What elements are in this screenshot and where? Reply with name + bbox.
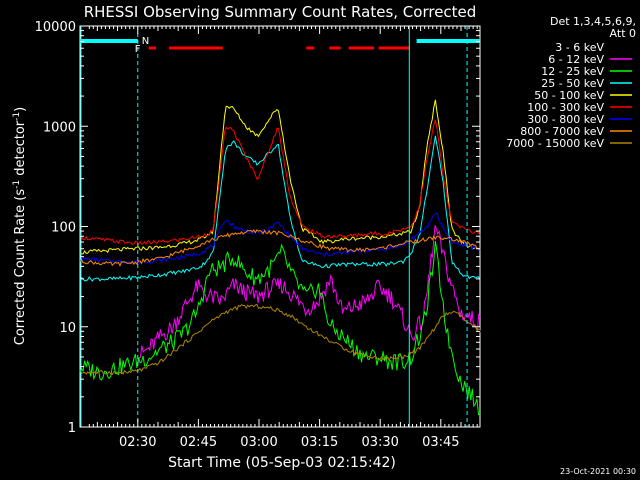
legend-header-1: Att 0 xyxy=(610,27,636,40)
legend-label-1: 6 - 12 keV xyxy=(548,53,604,66)
series-line-3 xyxy=(79,135,481,282)
y-axis-label-mid: detector xyxy=(13,120,28,180)
y-tick-label-1: 10 xyxy=(59,321,76,336)
y-axis-label-end: ) xyxy=(13,107,28,112)
legend-label-7: 800 - 7000 keV xyxy=(520,125,604,138)
night-flag-label: N xyxy=(142,36,149,47)
legend-label-6: 300 - 800 keV xyxy=(527,113,604,126)
x-tick-label-1: 02:45 xyxy=(180,435,217,450)
legend-label-4: 50 - 100 keV xyxy=(534,89,604,102)
legend-label-3: 25 - 50 keV xyxy=(541,77,604,90)
legend-header-0: Det 1,3,4,5,6,9, xyxy=(550,15,636,28)
x-tick-label-2: 03:00 xyxy=(240,435,277,450)
y-axis-label-main: Corrected Count Rate (s xyxy=(13,189,28,346)
series-line-8 xyxy=(79,303,481,376)
footer-date: 23-Oct-2021 00:30 xyxy=(560,467,636,476)
y-tick-label-4: 10000 xyxy=(35,20,76,35)
series-layer xyxy=(79,99,481,416)
y-tick-label-2: 100 xyxy=(51,221,76,236)
x-tick-label-3: 03:15 xyxy=(301,435,338,450)
series-line-2 xyxy=(79,241,481,416)
x-axis: 02:30 02:45 03:00 03:15 03:30 03:45 xyxy=(88,26,478,450)
x-tick-label-4: 03:30 xyxy=(361,435,398,450)
y-axis-label-sup2: -1 xyxy=(12,112,22,121)
x-tick-label-0: 02:30 xyxy=(119,435,156,450)
series-line-6 xyxy=(79,212,481,265)
y-axis-label: Corrected Count Rate (s-1 detector-1) xyxy=(12,107,28,345)
legend-label-2: 12 - 25 keV xyxy=(541,65,604,78)
status-bars: NF xyxy=(80,26,480,427)
series-line-5 xyxy=(79,119,481,246)
legend-label-0: 3 - 6 keV xyxy=(555,41,604,54)
x-axis-label: Start Time (05-Sep-03 02:15:42) xyxy=(168,455,396,471)
y-tick-label-0: 1 xyxy=(68,421,76,436)
series-line-4 xyxy=(79,99,481,255)
x-tick-label-5: 03:45 xyxy=(422,435,459,450)
y-axis-label-sup1: -1 xyxy=(12,180,22,189)
chart-title: RHESSI Observing Summary Count Rates, Co… xyxy=(84,3,477,21)
legend-label-5: 100 - 300 keV xyxy=(527,101,604,114)
series-line-7 xyxy=(79,229,481,267)
series-line-0 xyxy=(136,265,481,406)
legend-label-8: 7000 - 15000 keV xyxy=(506,137,604,150)
y-tick-label-3: 1000 xyxy=(43,120,76,135)
y-axis: 1 10 100 1000 10000 xyxy=(35,20,480,436)
